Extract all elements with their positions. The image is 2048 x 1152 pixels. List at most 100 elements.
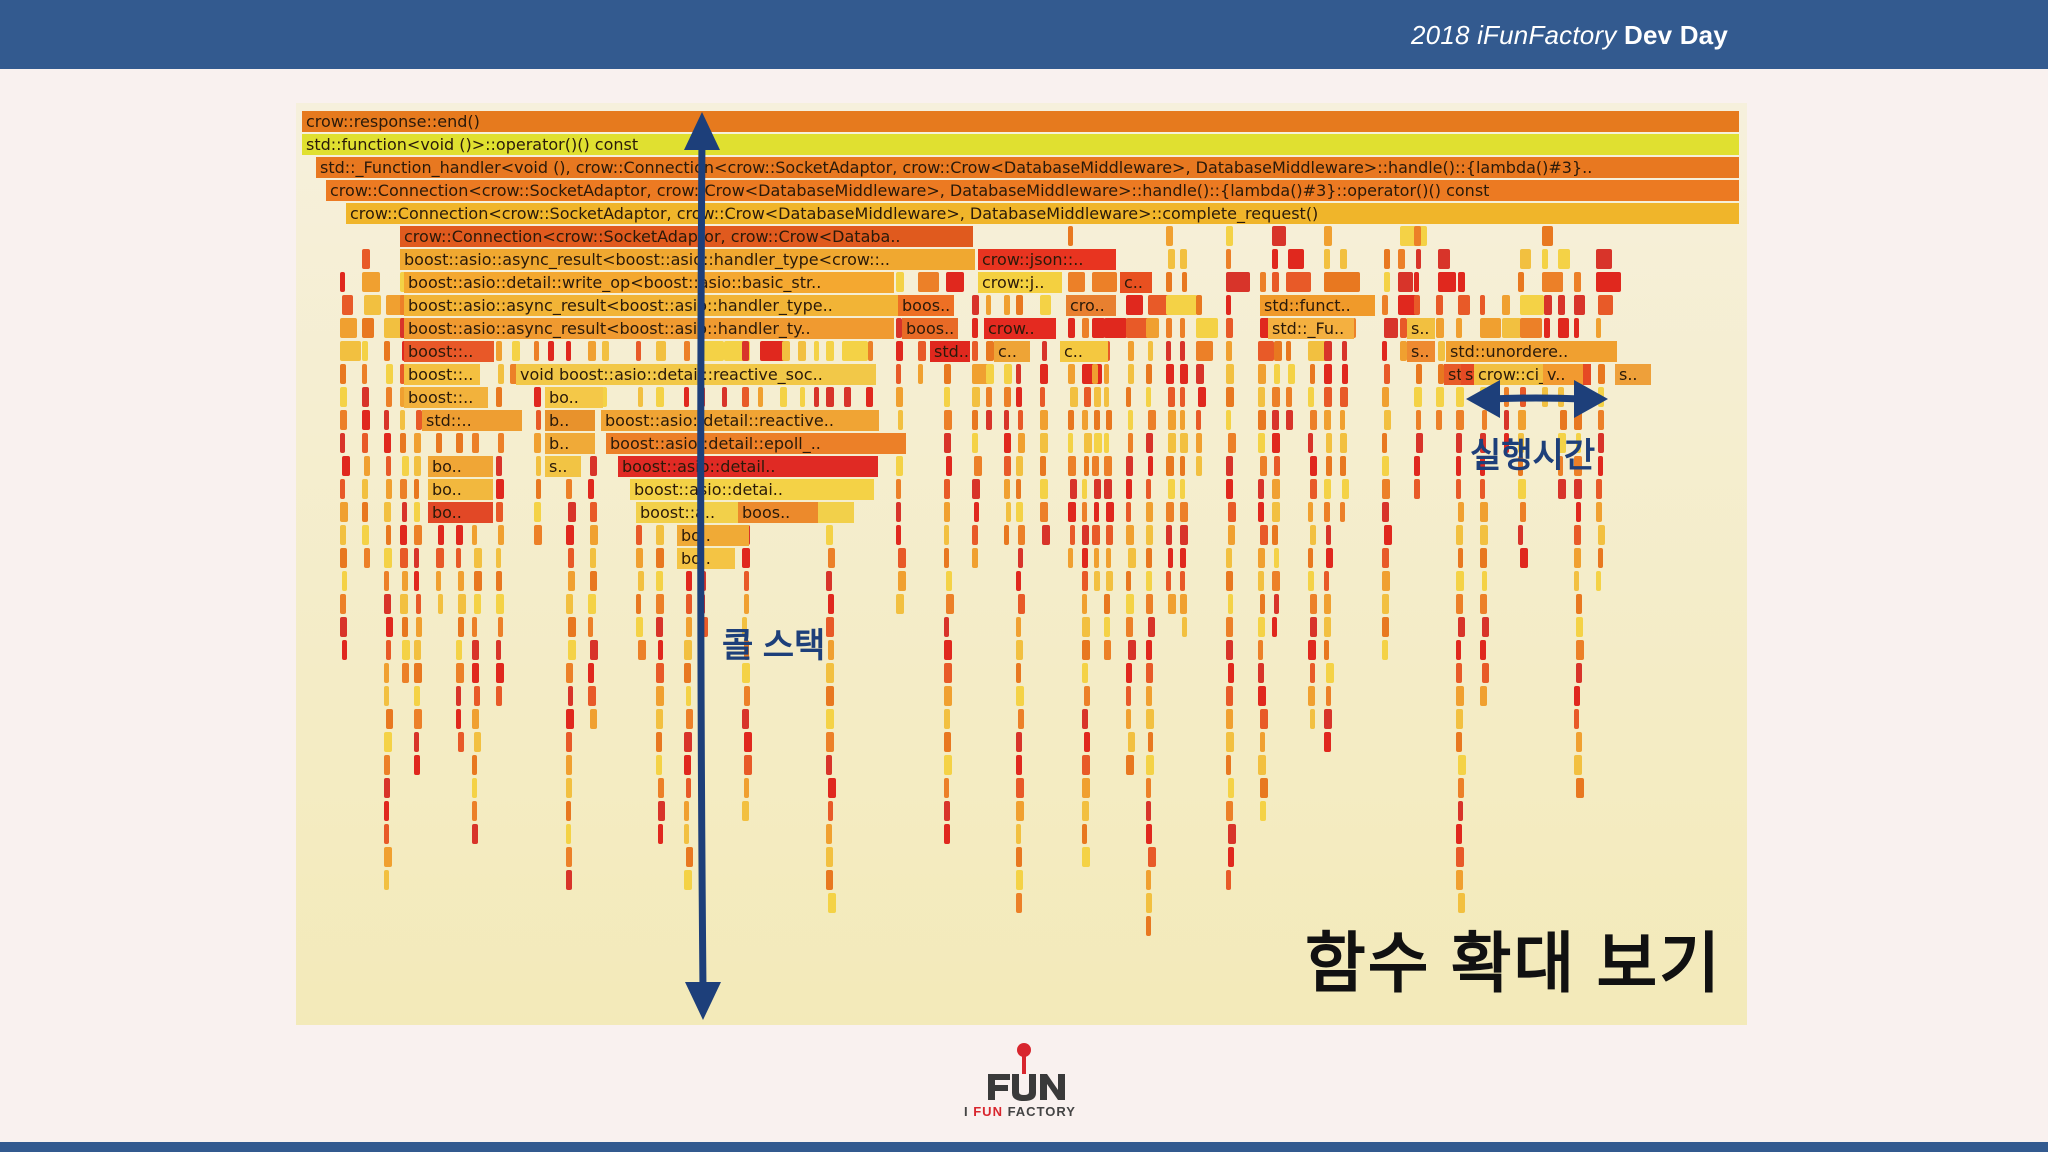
flame-frame[interactable]: crow::json::.. xyxy=(978,249,1116,270)
flame-spike xyxy=(828,778,836,798)
flame-frame[interactable]: boos.. xyxy=(738,502,818,523)
flame-spike xyxy=(414,755,420,775)
flame-frame[interactable]: std.. xyxy=(930,341,970,362)
flame-frame[interactable]: std::_Function_handler<void (), crow::Co… xyxy=(316,157,1739,178)
flame-spike xyxy=(1310,364,1315,384)
flame-frame[interactable]: c.. xyxy=(1060,341,1108,362)
flame-spike xyxy=(1456,686,1464,706)
flame-spike xyxy=(1226,755,1231,775)
flame-spike xyxy=(568,571,575,591)
flame-spike xyxy=(742,548,750,568)
flame-frame[interactable]: b.. xyxy=(545,410,595,431)
flame-spike xyxy=(1574,295,1585,315)
flame-spike xyxy=(1168,387,1175,407)
flame-frame[interactable]: s.. xyxy=(1407,341,1435,362)
flame-frame[interactable]: std::unordere.. xyxy=(1446,341,1617,362)
flame-frame[interactable]: boost::asio::detail.. xyxy=(618,456,878,477)
flame-spike xyxy=(342,295,353,315)
flame-frame[interactable]: bo.. xyxy=(428,456,493,477)
flame-frame[interactable]: std::funct.. xyxy=(1260,295,1375,316)
flame-spike xyxy=(568,502,576,522)
flame-spike xyxy=(684,870,692,890)
flame-frame[interactable]: crow::Connection<crow::SocketAdaptor, cr… xyxy=(400,226,973,247)
flame-spike xyxy=(1068,456,1076,476)
flame-frame[interactable]: bo.. xyxy=(677,548,735,569)
logo-text-fun: FUN xyxy=(973,1104,1003,1119)
flame-spike xyxy=(588,479,594,499)
flame-spike xyxy=(1104,318,1127,338)
flame-spike xyxy=(1070,525,1075,545)
flame-spike xyxy=(1082,594,1087,614)
flame-spike xyxy=(1228,594,1233,614)
flame-spike xyxy=(1574,410,1582,430)
flame-spike xyxy=(362,272,380,292)
flame-spike xyxy=(1272,525,1278,545)
flame-frame[interactable]: bo.. xyxy=(545,387,603,408)
flame-frame[interactable]: boost::asio::detail::write_op<boost::asi… xyxy=(404,272,894,293)
flame-frame[interactable]: crow.. xyxy=(984,318,1056,339)
flame-frame[interactable]: boost::asio::detai.. xyxy=(630,479,874,500)
flame-frame[interactable]: boost::asio::async_result<boost::asio::h… xyxy=(404,318,894,339)
flame-frame[interactable]: cro.. xyxy=(1066,295,1116,316)
flame-spike xyxy=(1458,801,1463,821)
flame-spike xyxy=(1308,686,1315,706)
flame-frame[interactable]: crow::response::end() xyxy=(302,111,1739,132)
flame-frame[interactable]: crow::Connection<crow::SocketAdaptor, cr… xyxy=(326,180,1739,201)
flame-spike xyxy=(1340,410,1345,430)
flame-spike xyxy=(1574,479,1582,499)
flame-spike xyxy=(1382,456,1389,476)
flame-frame[interactable]: crow::j.. xyxy=(978,272,1062,293)
flame-frame[interactable]: v.. xyxy=(1543,364,1583,385)
flame-spike xyxy=(1094,410,1100,430)
flame-frame[interactable]: boost::asio::async_result<boost::asio::h… xyxy=(404,295,898,316)
flame-spike xyxy=(1574,709,1579,729)
flame-spike xyxy=(472,824,478,844)
flame-frame[interactable]: crow::Connection<crow::SocketAdaptor, cr… xyxy=(346,203,1739,224)
flame-spike xyxy=(1196,410,1201,430)
flame-frame[interactable]: s.. xyxy=(545,456,581,477)
flame-spike xyxy=(1126,755,1134,775)
flame-spike xyxy=(1068,548,1073,568)
flame-frame[interactable]: void boost::asio::detail::reactive_soc.. xyxy=(516,364,876,385)
flame-spike xyxy=(498,617,503,637)
flame-spike xyxy=(1258,410,1266,430)
flame-frame[interactable]: std::function<void ()>::operator()() con… xyxy=(302,134,1739,155)
flame-frame[interactable]: s.. xyxy=(1615,364,1651,385)
flame-frame[interactable]: boost::asio::detail::reactive.. xyxy=(601,410,879,431)
flame-spike xyxy=(588,594,596,614)
flame-spike xyxy=(1146,502,1153,522)
flame-frame[interactable]: bo.. xyxy=(677,525,749,546)
flame-frame[interactable]: boost::.. xyxy=(404,341,494,362)
flame-spike xyxy=(384,847,392,867)
flame-spike xyxy=(1382,594,1389,614)
flame-frame[interactable]: c.. xyxy=(1120,272,1152,293)
flame-spike xyxy=(1042,525,1050,545)
flame-frame[interactable]: bo.. xyxy=(428,479,493,500)
flame-spike xyxy=(1016,456,1023,476)
flame-spike xyxy=(1082,571,1088,591)
flame-spike xyxy=(384,732,392,752)
flame-spike xyxy=(1016,479,1021,499)
flame-frame[interactable]: c.. xyxy=(994,341,1030,362)
flame-frame[interactable]: boost::asio::detail::epoll_.. xyxy=(606,433,906,454)
flame-spike xyxy=(568,686,573,706)
flame-spike xyxy=(898,548,906,568)
flame-frame[interactable]: boost::.. xyxy=(404,387,488,408)
flame-spike xyxy=(362,410,370,430)
flame-spike xyxy=(340,318,357,338)
flame-frame[interactable]: std::.. xyxy=(422,410,522,431)
flame-frame[interactable]: boost::asio::async_result<boost::asio::h… xyxy=(400,249,975,270)
flame-frame[interactable]: boost::.. xyxy=(404,364,480,385)
flame-spike xyxy=(498,433,504,453)
flame-frame[interactable]: b.. xyxy=(545,433,595,454)
flame-spike xyxy=(456,640,462,660)
flame-frame[interactable]: bo.. xyxy=(428,502,493,523)
flame-frame[interactable]: boos.. xyxy=(898,295,954,316)
flame-spike xyxy=(1104,364,1109,384)
flame-frame[interactable]: boos.. xyxy=(902,318,958,339)
flamegraph[interactable]: crow::response::end() std::function<void … xyxy=(296,103,1747,1025)
flame-frame[interactable]: s.. xyxy=(1407,318,1435,339)
flame-spike xyxy=(1016,686,1024,706)
flame-frame[interactable]: std::_Fu.. xyxy=(1268,318,1354,339)
flame-spike xyxy=(1104,640,1111,660)
